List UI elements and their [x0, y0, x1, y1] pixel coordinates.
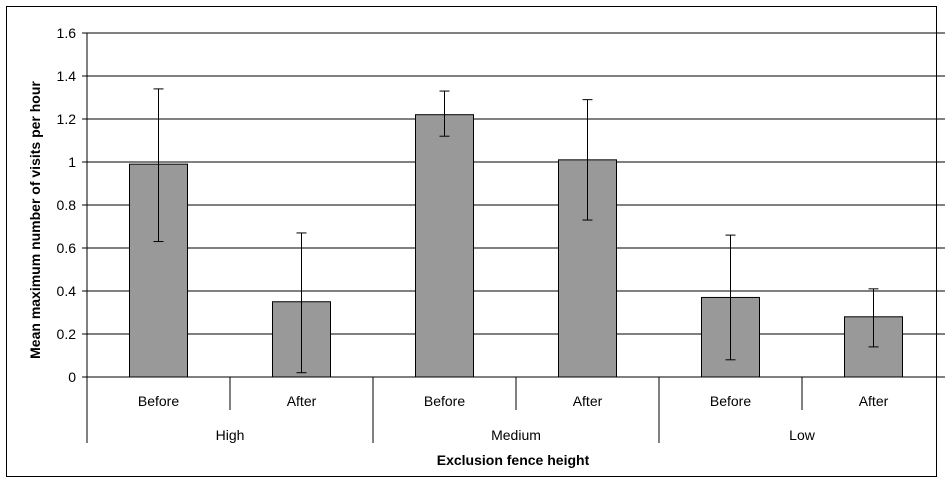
y-tick-label: 1 [68, 154, 76, 170]
y-tick-labels: 0 0.2 0.4 0.6 0.8 1 1.2 1.4 1.6 [57, 25, 77, 385]
y-tick-label: 0.8 [57, 197, 77, 213]
bar [558, 159, 617, 378]
x-category-label: After [859, 393, 889, 409]
axes [82, 32, 945, 443]
x-group-label: Medium [491, 427, 541, 443]
y-tick-label: 1.6 [57, 25, 77, 41]
x-category-label: Before [424, 393, 465, 409]
error-bars [153, 88, 879, 374]
y-tick-label: 0.6 [57, 240, 77, 256]
x-group-labels: High Medium Low [216, 427, 816, 443]
x-category-label: After [573, 393, 603, 409]
y-tick-label: 1.2 [57, 111, 77, 127]
bar [415, 114, 474, 378]
gridlines [87, 32, 945, 335]
y-tick-label: 0.4 [57, 283, 77, 299]
y-tick-label: 1.4 [57, 68, 77, 84]
x-category-label: After [287, 393, 317, 409]
x-axis-title: Exclusion fence height [437, 452, 590, 468]
x-category-labels: Before After Before After Before After [138, 393, 889, 409]
y-axis-title: Mean maximum number of visits per hour [27, 81, 43, 359]
x-group-label: Low [789, 427, 816, 443]
x-category-label: Before [710, 393, 751, 409]
y-tick-label: 0 [68, 369, 76, 385]
x-group-label: High [216, 427, 245, 443]
x-category-label: Before [138, 393, 179, 409]
bars [129, 114, 903, 378]
y-tick-label: 0.2 [57, 326, 77, 342]
